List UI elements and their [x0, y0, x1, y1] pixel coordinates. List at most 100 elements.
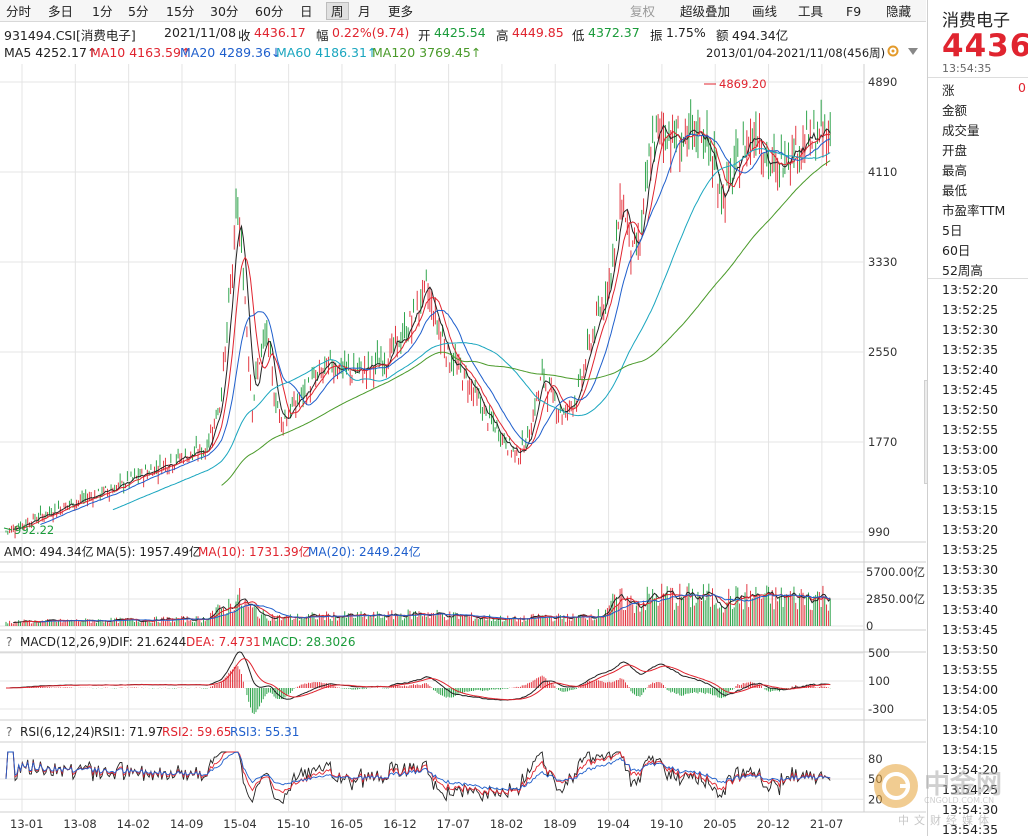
ma10-value: MA10 4163.59↑ — [90, 45, 192, 60]
tick-time: 13:52:25 — [942, 302, 999, 317]
zhang-value: 0 — [1018, 80, 1026, 95]
tick-time: 13:54:10 — [942, 722, 999, 737]
tick-time: 13:53:20 — [942, 522, 999, 537]
tick-time: 13:52:20 — [942, 282, 999, 297]
period-tab-week[interactable]: 周 — [326, 2, 349, 20]
min-price-marker — [3, 527, 13, 531]
x-axis-label: 18-09 — [543, 817, 576, 831]
rsi-title: RSI(6,12,24) — [20, 725, 95, 739]
rsi24-line — [5, 751, 831, 791]
period-tab-30min[interactable]: 30分 — [210, 4, 239, 19]
tick-time: 13:53:15 — [942, 502, 999, 517]
tick-time: 13:52:30 — [942, 322, 999, 337]
tick-time: 13:52:50 — [942, 402, 999, 417]
macd-dea-label: DEA: 7.4731 — [186, 635, 261, 649]
kline-chart[interactable]: 13-01 13-08 14-02 14-09 15-04 15-10 16-05 16-12… — [0, 0, 926, 836]
watermark-logo: 中金网 CNGOLD.COM.CN 中文财经媒体 — [868, 762, 1008, 832]
period-toolbar: 分时 多日 1分 5分 15分 30分 60分 日 周 月 更多 复权 超级叠加… — [0, 0, 926, 22]
ma120-value: MA120 3769.45↑ — [372, 45, 482, 60]
tick-time: 13:53:50 — [942, 642, 999, 657]
side-panel-title: 消费电子 — [942, 11, 1010, 31]
volume-ma10-label: MA(10): 1731.39亿 — [198, 544, 311, 559]
dif-line — [6, 651, 831, 701]
settings-icon[interactable] — [886, 44, 900, 61]
tick-time: 13:53:25 — [942, 542, 999, 557]
macd-help-icon: ? — [6, 635, 12, 649]
volume-ma5-label: MA(5): 1957.49亿 — [96, 544, 201, 559]
hide-button[interactable]: 隐藏 — [886, 4, 912, 19]
draw-line-button[interactable]: 画线 — [752, 4, 778, 19]
volume-axis-label: 2850.00亿 — [866, 592, 925, 606]
quote-date: 2021/11/08 — [164, 25, 237, 40]
x-axis-label: 19-04 — [597, 817, 630, 831]
period-tab-month[interactable]: 月 — [358, 4, 371, 19]
tick-time: 13:54:20 — [942, 762, 999, 777]
period-tab-more[interactable]: 更多 — [388, 4, 414, 19]
side-field-label: 60日 — [942, 243, 971, 258]
volume-axis-label: 5700.00亿 — [866, 565, 925, 579]
x-axis-label: 21-07 — [810, 817, 843, 831]
tick-time: 13:54:00 — [942, 682, 999, 697]
macd-axis-label: -300 — [868, 702, 894, 716]
amp-value: 1.75% — [666, 25, 706, 40]
x-axis-label: 20-05 — [703, 817, 736, 831]
macd-title: MACD(12,26,9) — [20, 635, 111, 649]
period-tab-1min[interactable]: 1分 — [92, 4, 113, 19]
tick-time: 13:54:05 — [942, 702, 999, 717]
min-price-label: 992.22 — [14, 523, 54, 537]
date-range-label: 2013/01/04-2021/11/08(456周) — [706, 46, 886, 60]
y-axis-label: 4110 — [868, 165, 897, 179]
dropdown-arrow-icon[interactable] — [906, 44, 920, 61]
ma5-value: MA5 4252.17↑ — [4, 45, 98, 60]
fuquan-button[interactable]: 复权 — [630, 4, 656, 19]
rsi-axis-label: 80 — [868, 752, 883, 766]
side-field-label: 开盘 — [942, 143, 968, 158]
rsi-help-icon: ? — [6, 725, 12, 739]
rsi3-label: RSI3: 55.31 — [230, 725, 299, 739]
tick-time: 13:53:00 — [942, 442, 999, 457]
low-label: 低 — [572, 28, 585, 43]
y-axis-label: 1770 — [868, 435, 897, 449]
max-price-label: 4869.20 — [719, 77, 767, 91]
period-tab-day[interactable]: 日 — [300, 4, 313, 19]
period-tab-15min[interactable]: 15分 — [166, 4, 195, 19]
quote-info-row: 931494.CSI[消费电子] 2021/11/08 收 4436.17 幅 … — [0, 23, 926, 43]
volume-axis-label: 0 — [866, 619, 873, 633]
ma120-line — [221, 160, 831, 486]
side-field-label: 涨 — [942, 83, 955, 98]
tick-time: 13:52:40 — [942, 362, 999, 377]
period-tab-fenshi[interactable]: 分时 — [6, 4, 32, 19]
ma20-line — [40, 133, 831, 526]
tick-time: 13:53:55 — [942, 662, 999, 677]
amount-value: 494.34亿 — [732, 28, 789, 43]
volume-amo-label: AMO: 494.34亿 — [4, 544, 94, 559]
x-axis-label: 14-09 — [170, 817, 203, 831]
x-axis-label: 17-07 — [437, 817, 470, 831]
ma60-line — [112, 147, 831, 511]
watermark-text: 中金网 — [924, 770, 1003, 800]
side-panel-price: 4436 — [942, 28, 1028, 64]
period-tab-multiday[interactable]: 多日 — [48, 4, 74, 19]
watermark-sub2: 中文财经媒体 — [898, 814, 994, 827]
quote-side-panel: 消费电子 4436 13:54:35 涨金额 成交量 开盘 最高 最低 市盈率TTM 5日 6… — [927, 0, 1028, 836]
x-axis-label: 19-10 — [650, 817, 683, 831]
candlestick-series — [5, 99, 831, 539]
x-axis-label: 13-01 — [10, 817, 43, 831]
tick-time: 13:54:15 — [942, 742, 999, 757]
side-field-label: 最高 — [942, 163, 968, 178]
tick-time: 13:54:30 — [942, 802, 999, 817]
tools-button[interactable]: 工具 — [798, 4, 824, 19]
ma-info-row: MA5 4252.17↑ MA10 4163.59↑ MA20 4289.36↓… — [0, 43, 926, 63]
side-field-label: 金额 — [942, 103, 968, 118]
f9-button[interactable]: F9 — [846, 4, 862, 19]
tick-time: 13:53:40 — [942, 602, 999, 617]
high-value: 4449.85 — [512, 25, 564, 40]
period-tab-60min[interactable]: 60分 — [255, 4, 284, 19]
x-axis-label: 14-02 — [117, 817, 150, 831]
side-field-label: 最低 — [942, 183, 968, 198]
ma60-value: MA60 4186.31↑ — [276, 45, 378, 60]
period-tab-5min[interactable]: 5分 — [128, 4, 149, 19]
y-axis-label: 990 — [868, 525, 890, 539]
overlay-button[interactable]: 超级叠加 — [680, 4, 731, 19]
